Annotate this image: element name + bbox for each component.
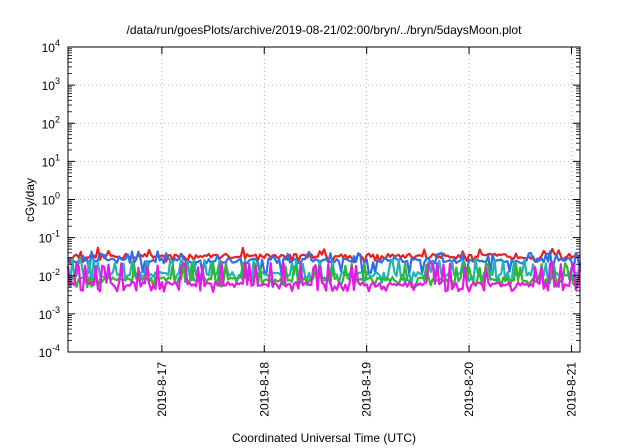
y-tick-label: 101 [42,152,60,169]
x-axis-label: Coordinated Universal Time (UTC) [232,431,416,445]
y-tick-label: 10-3 [39,305,60,322]
y-axis-label: cGy/day [23,178,37,222]
series-line [66,258,582,285]
y-tick-label: 10-4 [39,343,60,360]
series-line [66,246,581,265]
x-tick-label: 2019-8-17 [155,362,169,417]
x-tick-label: 2019-8-20 [462,362,476,417]
y-tick-labels: 10-4 10-3 10-2 10-1 100 101 102 103 104 [39,38,60,360]
x-tick-label: 2019-8-18 [257,362,271,417]
x-tick-labels: 2019-8-17 2019-8-18 2019-8-19 2019-8-20 2019… [155,362,579,417]
chart-title: /data/run/goesPlots/archive/2019-08-21/0… [127,23,523,37]
y-tick-label: 10-1 [39,229,60,246]
axis-ticks [68,46,580,353]
x-tick-label: 2019-8-19 [360,362,374,417]
plot-series [66,246,582,293]
x-tick-label: 2019-8-21 [564,362,578,417]
grid-lines [68,47,580,352]
y-tick-label: 100 [42,191,60,208]
series-line [66,261,582,293]
y-tick-label: 10-2 [39,267,60,284]
y-tick-label: 104 [42,38,60,55]
y-tick-label: 103 [42,76,60,93]
y-tick-label: 102 [42,114,60,131]
